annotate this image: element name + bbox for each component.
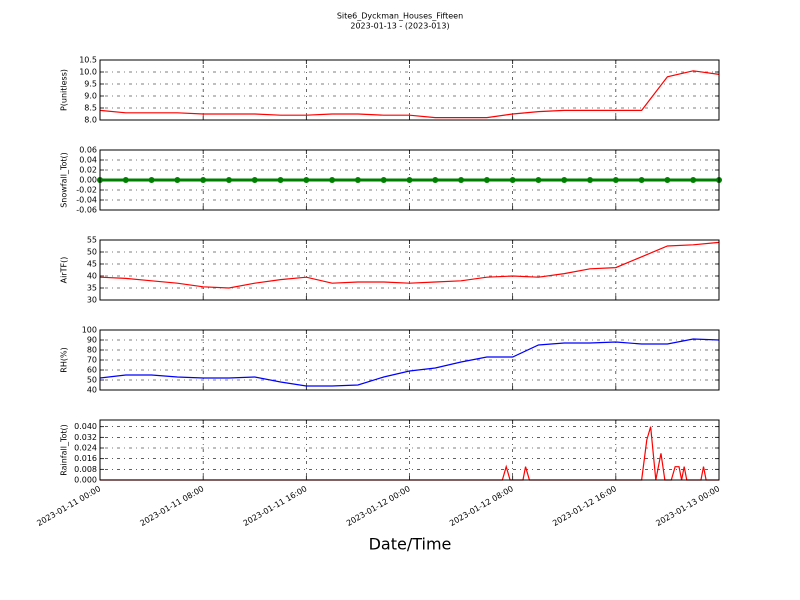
data-line bbox=[99, 70, 720, 119]
data-point bbox=[174, 177, 181, 183]
y-tick-label: 8.5 bbox=[84, 104, 97, 113]
chart-title: Site6_Dyckman_Houses_Fifteen bbox=[337, 12, 463, 21]
y-tick-label: 0.000 bbox=[74, 476, 97, 485]
y-tick-label: 9.0 bbox=[84, 92, 97, 101]
y-axis-label: AirTF() bbox=[60, 257, 69, 284]
y-axis-label: Rainfall_Tot() bbox=[60, 424, 69, 476]
data-point bbox=[303, 177, 310, 183]
y-tick-label: 80 bbox=[87, 346, 97, 355]
y-tick-label: -0.02 bbox=[76, 186, 97, 195]
y-tick-label: 0.04 bbox=[79, 156, 97, 165]
y-tick-label: 0.02 bbox=[79, 166, 97, 175]
y-tick-label: 55 bbox=[87, 236, 97, 245]
data-point bbox=[690, 177, 697, 183]
y-tick-label: 0.016 bbox=[74, 454, 97, 463]
data-point bbox=[354, 177, 361, 183]
data-point bbox=[380, 177, 387, 183]
plot-frame bbox=[99, 149, 720, 211]
y-tick-label: 0.008 bbox=[74, 465, 97, 474]
y-tick-label: 90 bbox=[87, 336, 97, 345]
y-tick-label: -0.04 bbox=[76, 196, 97, 205]
data-point bbox=[277, 177, 284, 183]
y-tick-label: 0.032 bbox=[74, 433, 97, 442]
data-point bbox=[664, 177, 671, 183]
y-tick-label: 50 bbox=[87, 248, 97, 257]
data-point bbox=[612, 177, 619, 183]
data-point bbox=[406, 177, 413, 183]
plot-frame bbox=[99, 239, 720, 301]
data-point bbox=[587, 177, 594, 183]
y-tick-label: 35 bbox=[87, 284, 97, 293]
x-axis-label: Date/Time bbox=[369, 535, 452, 554]
plot-frame bbox=[99, 329, 720, 391]
y-tick-label: 0.06 bbox=[79, 146, 97, 155]
y-axis-label: RH(%) bbox=[60, 347, 69, 372]
y-tick-label: 10.0 bbox=[79, 68, 97, 77]
data-point bbox=[432, 177, 439, 183]
data-point bbox=[251, 177, 258, 183]
y-tick-label: 40 bbox=[87, 386, 97, 395]
y-tick-label: 30 bbox=[87, 296, 97, 305]
y-tick-label: 8.0 bbox=[84, 116, 97, 125]
data-point bbox=[561, 177, 568, 183]
data-point bbox=[483, 177, 490, 183]
y-tick-label: 70 bbox=[87, 356, 97, 365]
data-point bbox=[200, 177, 207, 183]
y-tick-label: 60 bbox=[87, 366, 97, 375]
data-line bbox=[99, 338, 720, 387]
data-line bbox=[99, 241, 720, 289]
data-point bbox=[122, 177, 129, 183]
data-point bbox=[535, 177, 542, 183]
y-axis-label: Snowfall_Tot() bbox=[60, 152, 69, 208]
chart-subtitle: 2023-01-13 - (2023-013) bbox=[350, 22, 449, 31]
y-tick-label: 100 bbox=[82, 326, 97, 335]
y-tick-label: 10.5 bbox=[79, 56, 97, 65]
data-point bbox=[148, 177, 155, 183]
y-tick-label: 50 bbox=[87, 376, 97, 385]
y-tick-label: 9.5 bbox=[84, 80, 97, 89]
y-axis-label: P(unitless) bbox=[60, 69, 69, 111]
y-tick-label: 0.00 bbox=[79, 176, 97, 185]
plot-frame bbox=[99, 419, 720, 481]
data-point bbox=[329, 177, 336, 183]
data-point bbox=[509, 177, 516, 183]
data-point bbox=[638, 177, 645, 183]
data-point bbox=[225, 177, 232, 183]
plot-frame bbox=[99, 59, 720, 121]
y-tick-label: 45 bbox=[87, 260, 97, 269]
y-tick-label: -0.06 bbox=[76, 206, 97, 215]
y-tick-label: 40 bbox=[87, 272, 97, 281]
y-tick-label: 0.040 bbox=[74, 422, 97, 431]
data-point bbox=[458, 177, 465, 183]
y-tick-label: 0.024 bbox=[74, 444, 97, 453]
